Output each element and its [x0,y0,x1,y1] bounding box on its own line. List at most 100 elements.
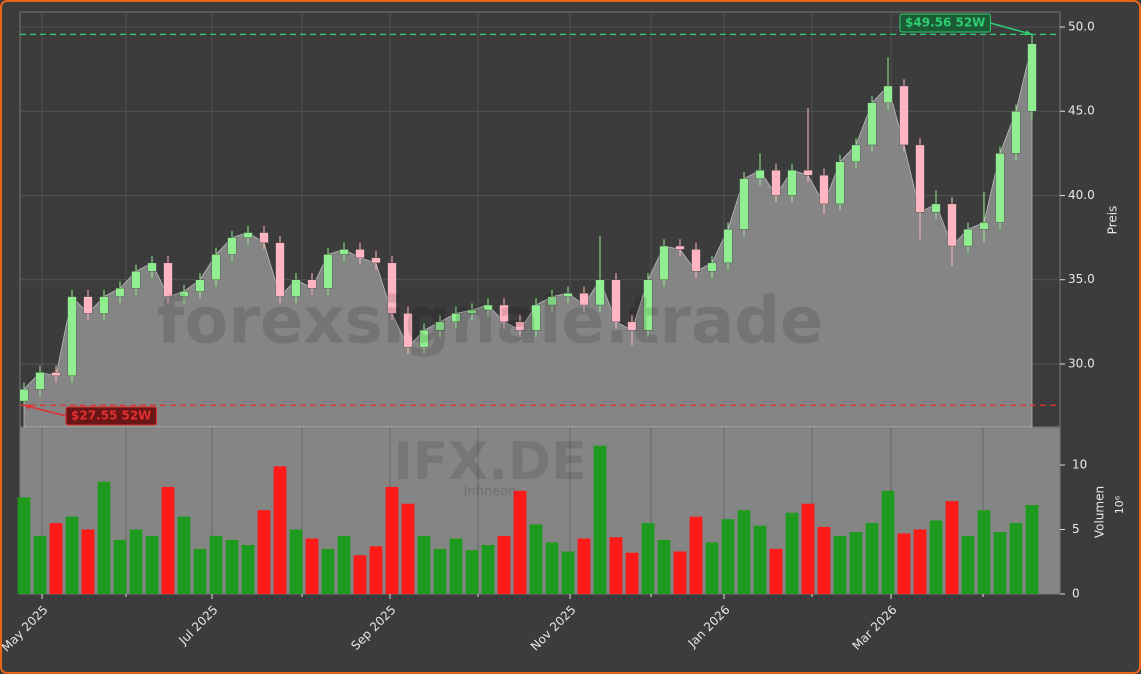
volume-bar [945,501,959,594]
candle-body [131,271,141,289]
y-tick-label: 45.0 [1068,104,1095,118]
ticker-watermark: IFX.DE [393,432,586,492]
volume-bar [577,538,591,594]
y2-tick-label: 10 [1072,458,1087,472]
volume-bar [49,523,63,594]
volume-bar [593,445,607,594]
candle-body [67,296,77,376]
volume-bar [241,544,255,594]
candle-body [947,203,957,247]
volume-bar [641,523,655,594]
volume-bar [81,529,95,594]
volume-bar [625,552,639,594]
candle-body [531,304,541,331]
volume-bar [257,510,271,594]
candle-body [211,254,221,280]
candle-body [851,144,861,162]
volume-bar [481,544,495,594]
volume-bar [17,497,31,594]
volume-bar [369,546,383,594]
volume-bar [737,510,751,594]
candle-body [547,296,557,306]
hline-label: $27.55 52W [71,409,151,423]
candle-body [803,170,813,176]
volume-bar [513,490,527,594]
candle-body [1011,111,1021,154]
hline-arrow [23,404,67,417]
candle-body [755,170,765,179]
candle-body [83,296,93,314]
candle-body [883,85,893,104]
y-tick-label: 35.0 [1068,272,1095,286]
y2-tick-label: 5 [1072,522,1080,536]
volume-bar [769,548,783,594]
volume-bar [865,523,879,594]
candle-body [371,257,381,264]
volume-bar [801,503,815,594]
candle-body [339,249,349,255]
candle-body [563,293,573,297]
volume-bar [753,525,767,594]
volume-bar [689,516,703,594]
candle-body [403,313,413,348]
y2-exponent: 10⁶ [1113,495,1126,514]
volume-bar [449,538,463,594]
volume-bar [529,524,543,594]
volume-bar [929,520,943,594]
candle-body [787,170,797,196]
watermark: forexsignale.trade [157,285,824,359]
candle-body [659,245,669,280]
candle-body [1027,43,1037,112]
hline-arrowhead [24,404,31,410]
candle-body [179,291,189,297]
volume-bar [417,535,431,594]
y-tick-label: 50.0 [1068,19,1095,33]
volume-bar [721,519,735,594]
volume-bar [193,548,207,594]
volume-bar [913,529,927,594]
volume-bar [209,535,223,594]
candle-body [387,262,397,314]
candle-body [259,232,269,243]
candle-body [323,254,333,289]
candle-body [931,203,941,213]
candle-body [867,102,877,146]
volume-bar [385,486,399,594]
candle-body [467,309,477,314]
candle-body [115,287,125,297]
candle-body [275,242,285,297]
candle-body [419,330,429,348]
candle-body [595,279,605,306]
volume-bar [849,532,863,594]
volume-bar [465,550,479,594]
candle-body [147,262,157,272]
candle-body [995,153,1005,223]
candle-body [675,245,685,250]
candle-body [291,279,301,297]
volume-bar [657,539,671,594]
volume-bar [129,529,143,594]
volume-bar [881,490,895,594]
candle-body [435,321,445,331]
y-axis-label: Preis [1106,206,1120,235]
candle-body [195,279,205,292]
volume-bar [113,539,127,594]
volume-bar [673,551,687,594]
volume-bar [1009,523,1023,594]
volume-bar [161,486,175,594]
candle-body [227,237,237,255]
volume-bar [609,537,623,594]
candle-body [19,389,29,402]
candle-body [515,321,525,331]
volume-bar [225,539,239,594]
candle-body [723,228,733,264]
candle-body [163,262,173,297]
candle-body [915,144,925,213]
volume-bar [833,535,847,594]
volume-bar [1025,505,1039,594]
y-tick-label: 30.0 [1068,356,1095,370]
candle-body [35,372,45,390]
volume-bar [993,532,1007,594]
volume-bar [145,535,159,594]
